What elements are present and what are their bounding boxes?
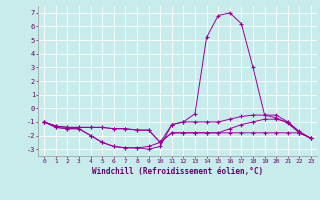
X-axis label: Windchill (Refroidissement éolien,°C): Windchill (Refroidissement éolien,°C) <box>92 167 263 176</box>
